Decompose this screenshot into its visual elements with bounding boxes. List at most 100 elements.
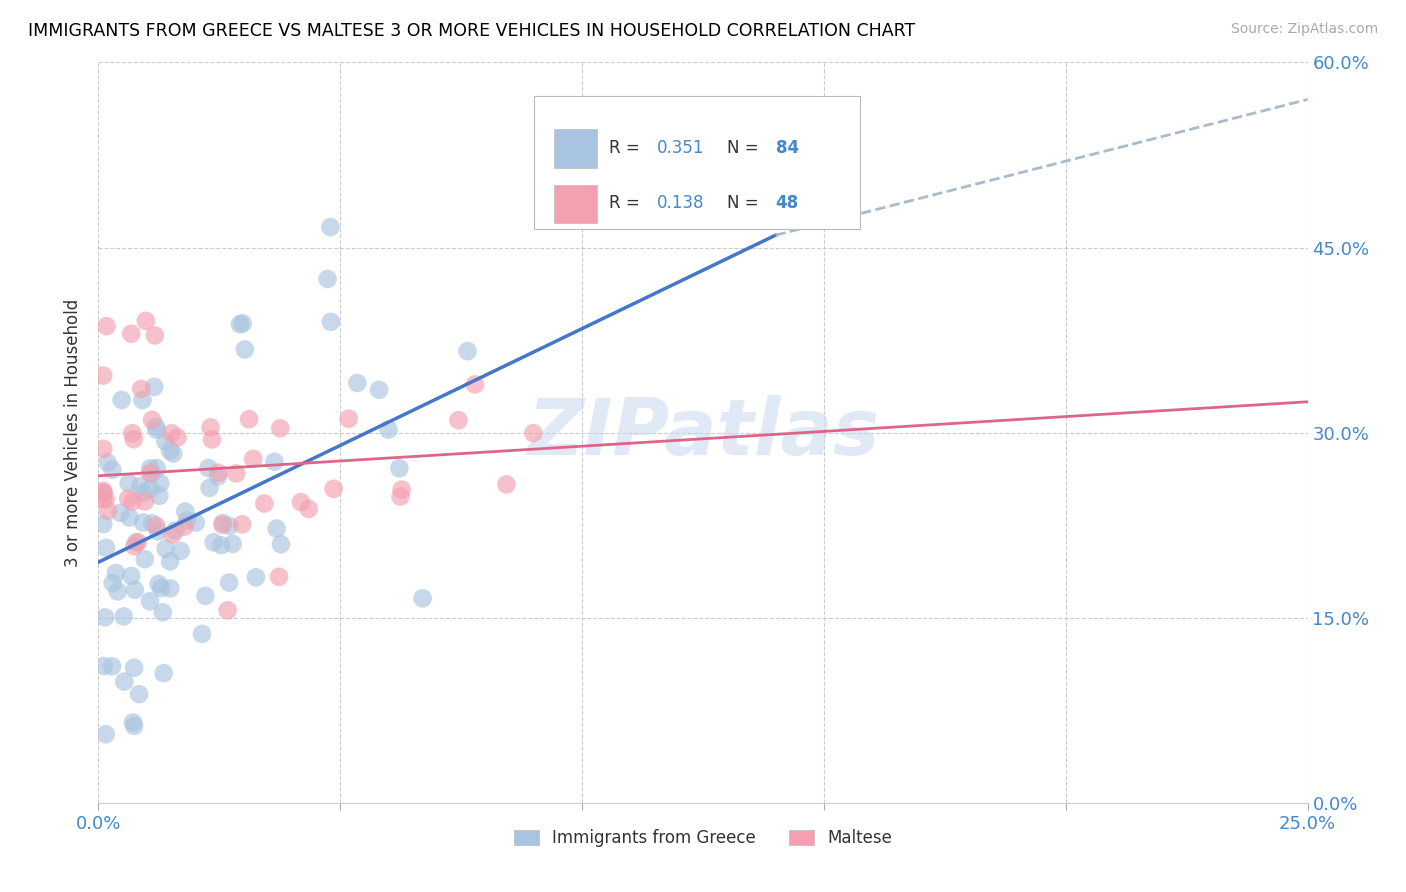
FancyBboxPatch shape (554, 185, 596, 223)
Point (242, 451, 264, 466)
Text: R =: R = (609, 194, 645, 212)
Point (207, 469, 229, 483)
Point (145, 461, 167, 475)
Point (91, 485, 114, 500)
Point (218, 519, 240, 533)
Point (191, 627, 214, 641)
Point (522, 426, 544, 441)
Point (217, 603, 239, 617)
FancyBboxPatch shape (534, 95, 860, 229)
Point (122, 715, 145, 730)
Point (269, 421, 291, 435)
Text: 0.138: 0.138 (657, 194, 704, 212)
Point (139, 594, 162, 608)
Point (229, 317, 252, 331)
Point (166, 430, 188, 444)
Point (377, 423, 399, 437)
Point (368, 383, 391, 397)
Point (176, 514, 198, 528)
Point (159, 554, 181, 568)
Point (134, 552, 156, 566)
Point (238, 412, 260, 426)
Point (457, 344, 479, 359)
Point (124, 582, 146, 597)
Point (135, 314, 157, 328)
Point (141, 467, 163, 481)
Text: 48: 48 (776, 194, 799, 212)
Point (129, 382, 152, 396)
Point (162, 527, 184, 541)
Point (131, 393, 153, 408)
Point (91, 442, 114, 456)
Point (232, 316, 254, 330)
Point (112, 674, 135, 689)
Point (141, 413, 163, 427)
Text: N =: N = (727, 194, 763, 212)
Point (101, 576, 124, 591)
Point (298, 502, 321, 516)
Point (319, 315, 342, 329)
Point (200, 420, 222, 434)
Point (209, 538, 232, 552)
Point (117, 491, 139, 506)
Point (146, 524, 169, 539)
Text: R =: R = (609, 138, 645, 157)
Point (94, 610, 117, 624)
Text: N =: N = (727, 138, 763, 157)
Point (97, 455, 120, 469)
Y-axis label: 3 or more Vehicles in Household: 3 or more Vehicles in Household (65, 299, 83, 566)
Point (388, 461, 411, 475)
Point (141, 516, 163, 531)
Point (129, 479, 152, 493)
Point (145, 518, 167, 533)
Point (127, 535, 149, 549)
Point (253, 497, 276, 511)
Point (148, 489, 170, 503)
FancyBboxPatch shape (554, 129, 596, 168)
Text: 84: 84 (776, 138, 799, 157)
Point (143, 328, 166, 343)
Text: ZIPatlas: ZIPatlas (527, 394, 879, 471)
Point (110, 506, 132, 520)
Legend: Immigrants from Greece, Maltese: Immigrants from Greece, Maltese (508, 822, 898, 854)
Point (148, 577, 170, 591)
Text: Source: ZipAtlas.com: Source: ZipAtlas.com (1230, 22, 1378, 37)
Point (211, 517, 233, 532)
Point (139, 466, 162, 480)
Point (91, 483, 114, 498)
Point (145, 423, 167, 437)
Point (194, 589, 217, 603)
Point (120, 326, 142, 341)
Point (94, 727, 117, 741)
Point (207, 466, 229, 480)
Point (139, 482, 162, 496)
Text: 0.351: 0.351 (657, 138, 704, 157)
Point (184, 516, 207, 530)
Point (150, 581, 173, 595)
Point (132, 516, 155, 530)
Point (122, 661, 145, 675)
Point (155, 541, 177, 556)
Point (159, 443, 181, 458)
Point (111, 392, 134, 407)
Point (101, 659, 124, 673)
Point (201, 433, 224, 447)
Point (120, 569, 142, 583)
Point (169, 544, 191, 558)
Point (162, 446, 184, 460)
Point (266, 522, 288, 536)
Point (319, 220, 342, 235)
Point (134, 494, 156, 508)
Point (101, 463, 124, 477)
Point (233, 343, 256, 357)
Point (218, 575, 240, 590)
Point (152, 606, 174, 620)
Point (122, 719, 145, 733)
Point (173, 519, 195, 533)
Point (337, 411, 360, 425)
Point (389, 490, 412, 504)
Point (125, 535, 148, 549)
Point (143, 380, 166, 394)
Point (160, 426, 183, 441)
Point (155, 434, 177, 449)
